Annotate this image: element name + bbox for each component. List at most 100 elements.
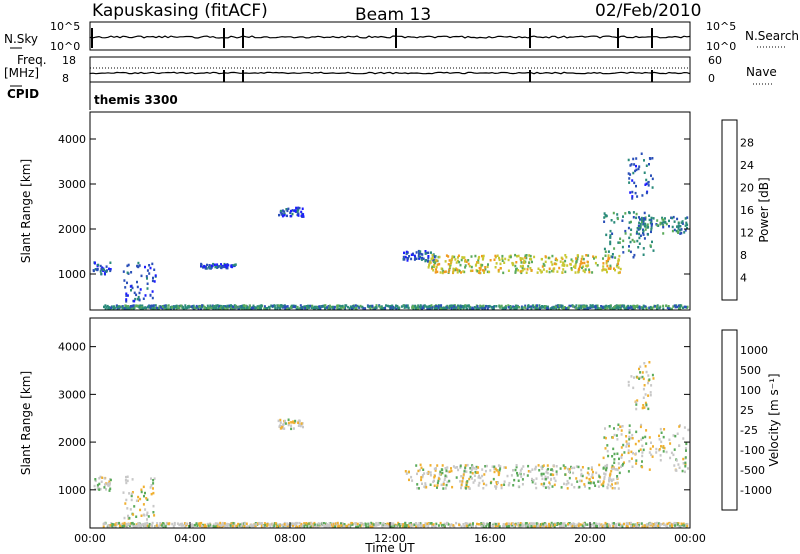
data-cell [450, 260, 453, 263]
data-cell [639, 222, 642, 226]
data-cell [460, 475, 463, 478]
data-cell [619, 425, 622, 428]
data-cell [286, 307, 289, 310]
data-cell [113, 305, 115, 308]
data-cell [293, 305, 295, 308]
data-cell [620, 465, 622, 468]
data-cell [151, 290, 154, 293]
data-cell [470, 467, 473, 470]
data-cell [161, 305, 164, 308]
data-cell [669, 442, 672, 445]
data-cell [448, 479, 451, 483]
data-cell [684, 470, 686, 474]
data-cell [295, 206, 298, 210]
nave-tick-bottom: 0 [708, 72, 715, 85]
data-cell [632, 211, 635, 214]
data-cell [679, 305, 682, 308]
data-cell [642, 231, 644, 235]
data-cell [499, 267, 502, 270]
data-cell [641, 406, 644, 410]
data-cell [612, 306, 615, 309]
data-cell [597, 307, 600, 310]
data-cell [407, 257, 410, 260]
data-cell [102, 525, 105, 528]
data-cell [154, 525, 157, 528]
data-cell [109, 487, 112, 490]
data-cell [92, 269, 95, 272]
data-cell [437, 477, 440, 480]
data-cell [178, 523, 181, 527]
freq-tick-bottom: 8 [62, 72, 69, 85]
data-cell [392, 524, 395, 527]
data-cell [145, 275, 148, 278]
data-cell [296, 521, 299, 525]
data-cell [640, 220, 643, 224]
data-cell [612, 525, 615, 528]
data-cell [103, 522, 106, 525]
data-cell [555, 470, 558, 473]
data-cell [544, 475, 547, 479]
data-cell [126, 264, 129, 268]
data-cell [427, 266, 430, 269]
data-cell [341, 522, 344, 525]
data-cell [103, 477, 106, 480]
data-cell [152, 479, 155, 482]
data-cell [513, 478, 516, 482]
data-cell [633, 376, 635, 379]
data-cell [576, 254, 579, 257]
data-cell [454, 307, 457, 310]
data-cell [646, 525, 649, 529]
data-cell [545, 471, 548, 474]
data-cell [519, 469, 522, 472]
data-cell [464, 466, 467, 469]
data-cell [628, 306, 631, 309]
data-cell [570, 258, 573, 261]
data-cell [271, 304, 274, 308]
data-cell [406, 304, 409, 307]
data-cell [445, 254, 448, 257]
data-cell [432, 523, 435, 526]
data-cell [488, 270, 491, 274]
data-cell [457, 259, 459, 263]
data-cell [661, 216, 664, 220]
data-cell [432, 256, 434, 260]
data-cell [642, 228, 644, 231]
data-cell [655, 447, 658, 451]
data-cell [94, 488, 97, 491]
data-cell [444, 474, 447, 477]
data-cell [641, 451, 644, 454]
data-cell [285, 208, 288, 211]
data-cell [181, 522, 184, 526]
data-cell [96, 268, 99, 272]
data-cell [413, 523, 416, 527]
data-cell [521, 306, 524, 310]
data-cell [160, 524, 163, 527]
data-cell [648, 218, 651, 222]
data-cell [297, 209, 300, 212]
data-cell [151, 521, 154, 525]
data-cell [107, 524, 110, 527]
data-cell [263, 307, 266, 310]
data-cell [648, 361, 651, 364]
data-cell [243, 522, 246, 526]
data-cell [525, 271, 528, 274]
power-colorbar-frame [721, 119, 738, 301]
data-cell [187, 306, 190, 309]
data-cell [204, 523, 206, 527]
data-cell [478, 481, 481, 485]
data-cell [195, 306, 198, 309]
data-cell [636, 522, 639, 525]
data-cell [159, 305, 162, 309]
data-cell [528, 523, 531, 527]
data-cell [369, 307, 372, 310]
data-cell [523, 259, 526, 263]
data-cell [130, 307, 133, 310]
freq-label: Freq. [17, 53, 47, 67]
data-cell [521, 266, 524, 269]
data-cell [650, 307, 653, 310]
data-cell [128, 524, 131, 527]
data-cell [446, 480, 449, 484]
colorbar-tick-label: 28 [740, 137, 754, 150]
data-cell [141, 307, 144, 310]
data-cell [290, 421, 293, 424]
